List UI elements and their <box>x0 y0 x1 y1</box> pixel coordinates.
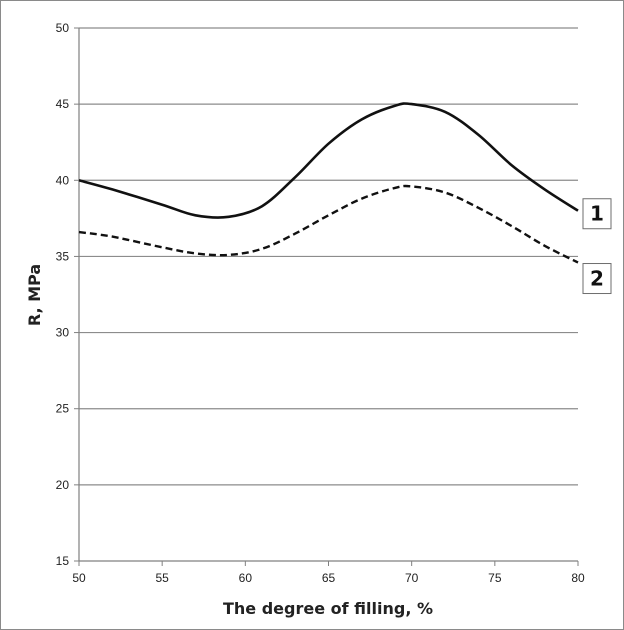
series-tags: 12 <box>582 198 612 295</box>
x-tick-labels: 50 55 60 65 70 75 80 <box>72 571 585 585</box>
series-line-1 <box>78 102 579 219</box>
series-tag-box-2 <box>582 263 612 295</box>
y-tick-label: 30 <box>56 326 70 340</box>
y-tick-label: 45 <box>56 97 70 111</box>
x-axis-title: The degree of filling, % <box>223 599 433 618</box>
y-tick-label: 20 <box>56 478 70 492</box>
x-tick-label: 60 <box>239 571 253 585</box>
x-tick-label: 50 <box>72 571 86 585</box>
x-tick-label: 75 <box>488 571 502 585</box>
series-tag-label: 1 <box>590 202 604 226</box>
series-tag-label: 2 <box>590 267 604 291</box>
x-tick-label: 80 <box>571 571 585 585</box>
y-tick-label: 25 <box>56 402 70 416</box>
series-tag-box-1 <box>582 198 612 230</box>
axes <box>74 27 579 566</box>
x-tick-label: 65 <box>322 571 336 585</box>
x-tick-label: 55 <box>155 571 169 585</box>
x-tick-label: 70 <box>405 571 419 585</box>
gridlines <box>79 27 578 486</box>
y-tick-labels: 15 20 25 30 35 40 45 50 <box>56 21 70 568</box>
y-tick-label: 50 <box>56 21 70 35</box>
series-lines <box>78 102 579 264</box>
y-tick-label: 40 <box>56 173 70 187</box>
y-axis-title: R, MPa <box>25 264 44 326</box>
y-tick-label: 35 <box>56 249 70 263</box>
series-line-2 <box>78 184 579 264</box>
y-tick-label: 15 <box>56 554 70 568</box>
